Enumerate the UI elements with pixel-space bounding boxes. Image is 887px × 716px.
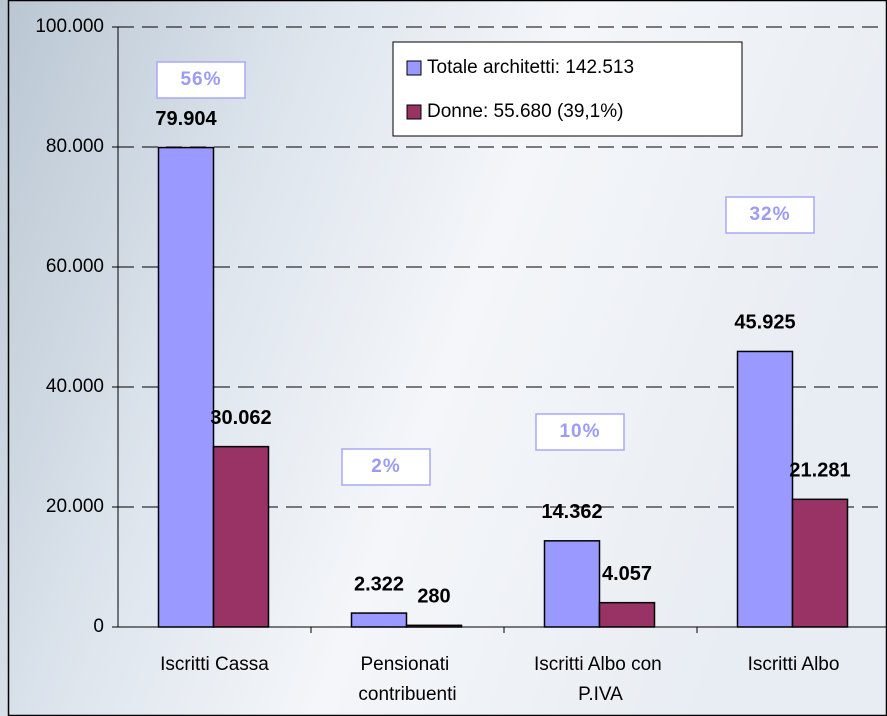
data-label: 45.925 bbox=[734, 312, 795, 334]
legend-label: Donne: 55.680 (39,1%) bbox=[427, 101, 623, 122]
data-label: 21.281 bbox=[789, 460, 850, 482]
data-label: 2.322 bbox=[354, 573, 404, 595]
data-label: 14.362 bbox=[541, 501, 602, 523]
data-label: 280 bbox=[417, 586, 450, 608]
bar bbox=[600, 603, 655, 627]
annotation: 10% bbox=[559, 421, 600, 442]
bar bbox=[214, 447, 269, 627]
bar bbox=[738, 351, 793, 627]
bar bbox=[159, 148, 214, 627]
x-tick-label: Iscritti Cassa bbox=[160, 654, 269, 675]
bar bbox=[545, 541, 600, 627]
annotation: 56% bbox=[180, 69, 221, 90]
bar bbox=[352, 613, 407, 627]
legend-swatch bbox=[407, 61, 421, 75]
x-tick-label: Iscritti Albo bbox=[748, 654, 840, 675]
bar bbox=[407, 625, 462, 627]
chart: 0 20.000 40.000 60.000 80.000 100.000 Iscritti… bbox=[0, 0, 887, 716]
legend-swatch bbox=[407, 105, 421, 119]
data-label: 4.057 bbox=[602, 563, 652, 585]
y-tick-label: 100.000 bbox=[35, 16, 104, 37]
legend-label: Totale architetti: 142.513 bbox=[427, 57, 634, 78]
annotation: 32% bbox=[749, 204, 790, 225]
data-label: 30.062 bbox=[210, 407, 271, 429]
y-tick-label: 40.000 bbox=[46, 376, 104, 397]
y-tick-label: 60.000 bbox=[46, 256, 104, 277]
bar bbox=[793, 499, 848, 627]
y-tick-label: 20.000 bbox=[46, 496, 104, 517]
y-tick-label: 0 bbox=[93, 616, 104, 637]
data-label: 79.904 bbox=[155, 108, 217, 130]
annotation: 2% bbox=[371, 456, 400, 477]
y-tick-label: 80.000 bbox=[46, 136, 104, 157]
